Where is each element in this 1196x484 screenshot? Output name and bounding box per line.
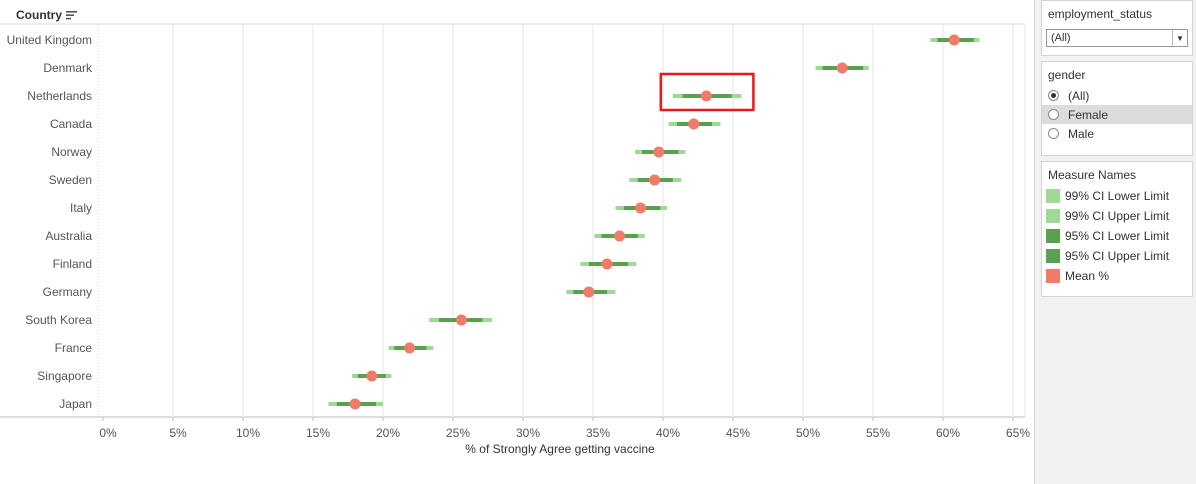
- radio-button-icon[interactable]: [1048, 128, 1059, 139]
- x-tick-label: 15%: [306, 426, 330, 440]
- gender-option-label: Male: [1068, 126, 1095, 141]
- legend-item-label: 95% CI Upper Limit: [1065, 249, 1170, 263]
- y-category-label: Norway: [51, 145, 92, 159]
- y-category-label: United Kingdom: [7, 33, 92, 47]
- dropdown-arrow-icon[interactable]: ▼: [1172, 30, 1187, 46]
- mean-point[interactable]: [688, 118, 700, 130]
- gender-option-male[interactable]: Male: [1042, 124, 1192, 143]
- y-category-label: Finland: [53, 257, 92, 271]
- employment-status-filter: employment_status (All) ▼: [1041, 0, 1193, 56]
- y-category-label: Sweden: [49, 173, 92, 187]
- legend-item[interactable]: Mean %: [1042, 266, 1192, 286]
- mean-point[interactable]: [349, 398, 361, 410]
- x-tick-label: 40%: [656, 426, 680, 440]
- radio-button-icon[interactable]: [1048, 109, 1059, 120]
- gender-filter: gender (All) Female Male: [1041, 61, 1193, 156]
- mean-point[interactable]: [601, 258, 613, 270]
- x-tick-label: 50%: [796, 426, 820, 440]
- legend-swatch: [1046, 189, 1060, 203]
- mean-point[interactable]: [836, 62, 848, 74]
- mean-point[interactable]: [455, 314, 467, 326]
- mean-point[interactable]: [366, 370, 378, 382]
- mean-point[interactable]: [404, 342, 416, 354]
- x-tick-label: 45%: [726, 426, 750, 440]
- measure-names-legend: Measure Names 99% CI Lower Limit 99% CI U…: [1041, 161, 1193, 297]
- mean-point[interactable]: [653, 146, 665, 158]
- y-category-label: Germany: [43, 285, 92, 299]
- y-category-label: Denmark: [43, 61, 93, 75]
- legend-item-label: Mean %: [1065, 269, 1110, 283]
- x-tick-label: 25%: [446, 426, 470, 440]
- legend-title: Measure Names: [1048, 168, 1137, 182]
- gender-option-female[interactable]: Female: [1042, 105, 1192, 124]
- y-category-label: Canada: [50, 117, 92, 131]
- x-tick-label: 35%: [586, 426, 610, 440]
- sort-descending-icon[interactable]: [66, 10, 78, 20]
- mean-point[interactable]: [948, 34, 960, 46]
- mean-point[interactable]: [583, 286, 595, 298]
- y-category-label: France: [55, 341, 93, 355]
- legend-item[interactable]: 99% CI Upper Limit: [1042, 206, 1192, 226]
- legend-item[interactable]: 95% CI Upper Limit: [1042, 246, 1192, 266]
- y-category-label: Australia: [45, 229, 92, 243]
- x-tick-label: 0%: [99, 426, 117, 440]
- legend-swatch: [1046, 209, 1060, 223]
- filter-legend-panel: employment_status (All) ▼ gender (All) Fe…: [1034, 0, 1196, 484]
- legend-swatch: [1046, 249, 1060, 263]
- legend-item-label: 99% CI Lower Limit: [1065, 189, 1170, 203]
- x-axis-title: % of Strongly Agree getting vaccine: [465, 442, 655, 456]
- y-category-label: South Korea: [25, 313, 92, 327]
- legend-item-label: 95% CI Lower Limit: [1065, 229, 1170, 243]
- mean-point[interactable]: [614, 230, 626, 242]
- legend-swatch: [1046, 229, 1060, 243]
- employment-status-dropdown[interactable]: (All) ▼: [1046, 29, 1188, 47]
- chart-area: Country 0% 5% 10% 15% 20% 25% 30% 35% 40% 45% 50% 5…: [0, 8, 1030, 456]
- mean-point[interactable]: [635, 202, 647, 214]
- legend-item-label: 99% CI Upper Limit: [1065, 209, 1170, 223]
- y-category-label: Singapore: [37, 369, 92, 383]
- x-tick-label: 10%: [236, 426, 260, 440]
- gender-option-label: Female: [1068, 107, 1109, 122]
- country-column-header[interactable]: Country: [16, 8, 78, 22]
- x-tick-label: 65%: [1006, 426, 1030, 440]
- legend-item[interactable]: 95% CI Lower Limit: [1042, 226, 1192, 246]
- mean-point[interactable]: [649, 174, 661, 186]
- country-header-label: Country: [16, 8, 62, 22]
- x-tick-label: 30%: [516, 426, 540, 440]
- x-tick-label: 55%: [866, 426, 890, 440]
- legend-item[interactable]: 99% CI Lower Limit: [1042, 186, 1192, 206]
- gender-option-label: (All): [1068, 88, 1090, 103]
- x-tick-label: 20%: [376, 426, 400, 440]
- legend-swatch: [1046, 269, 1060, 283]
- radio-button-icon[interactable]: [1048, 90, 1059, 101]
- dot-interval-chart: 0% 5% 10% 15% 20% 25% 30% 35% 40% 45% 50% 55% 60% 65%…: [0, 23, 1030, 456]
- mean-point[interactable]: [700, 90, 712, 102]
- employment-status-selected-value: (All): [1051, 32, 1071, 44]
- x-tick-label: 5%: [169, 426, 187, 440]
- employment-status-filter-title: employment_status: [1048, 7, 1153, 21]
- y-category-label: Netherlands: [27, 89, 92, 103]
- highlight-box: [659, 72, 755, 112]
- gender-option-all[interactable]: (All): [1042, 86, 1192, 105]
- y-category-label: Japan: [59, 397, 92, 411]
- x-tick-label: 60%: [936, 426, 960, 440]
- y-category-label: Italy: [70, 201, 92, 215]
- gender-filter-title: gender: [1048, 68, 1086, 82]
